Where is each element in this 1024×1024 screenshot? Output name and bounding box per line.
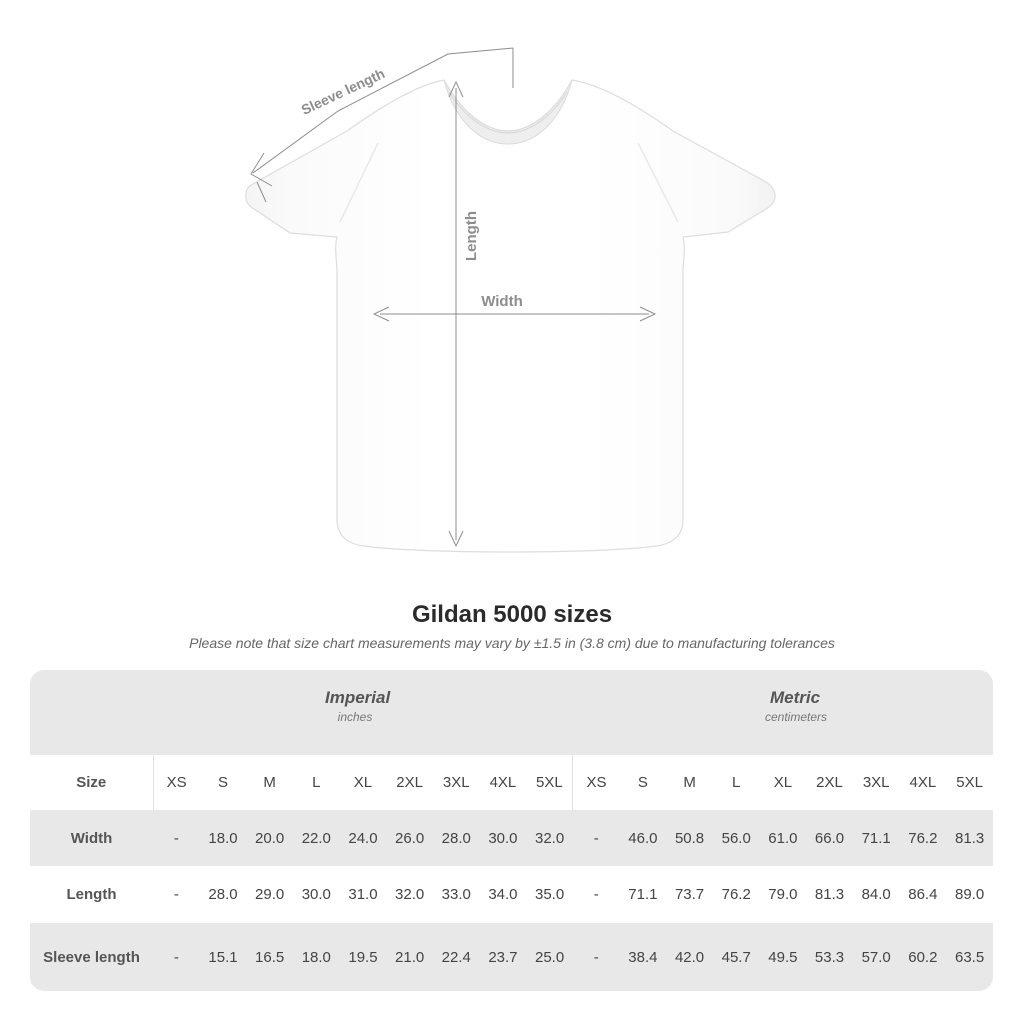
svg-text:Length: Length <box>463 211 480 261</box>
svg-text:Width: Width <box>481 293 523 310</box>
svg-text:Sleeve length: Sleeve length <box>299 65 388 118</box>
